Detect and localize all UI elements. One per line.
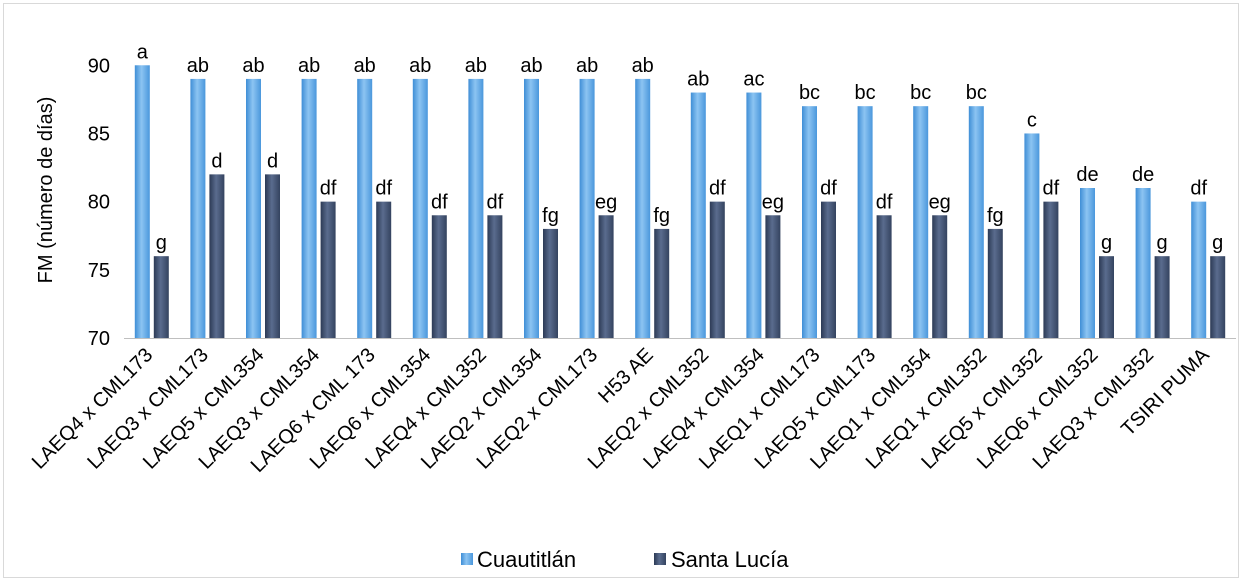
significance-label: df xyxy=(375,178,392,200)
bar-cuautitlan xyxy=(1080,188,1095,338)
significance-label: g xyxy=(1212,232,1223,254)
significance-label: df xyxy=(1190,178,1207,200)
significance-label: ab xyxy=(354,55,376,77)
y-axis-title: FM (número de días) xyxy=(35,97,57,284)
bar-cuautitlan xyxy=(246,78,261,338)
bar-santa-lucia xyxy=(1099,256,1114,338)
y-tick-label: 90 xyxy=(88,55,110,77)
significance-label: ac xyxy=(743,69,764,91)
significance-label: fg xyxy=(987,205,1004,227)
bar-cuautitlan xyxy=(913,106,929,338)
bar-cuautitlan xyxy=(357,78,373,338)
significance-label: d xyxy=(267,150,278,172)
legend-swatch-santa-lucia xyxy=(654,553,666,565)
bar-santa-lucia xyxy=(209,174,225,338)
legend-label-cuautitlan: Cuautitlán xyxy=(477,547,576,572)
significance-label: ab xyxy=(187,55,209,77)
significance-label: eg xyxy=(929,191,951,213)
significance-label: ab xyxy=(520,55,542,77)
bar-cuautitlan xyxy=(1024,133,1040,338)
bar-santa-lucia xyxy=(320,201,336,338)
significance-label: ab xyxy=(298,55,320,77)
significance-label: bc xyxy=(855,82,876,104)
significance-label: ab xyxy=(409,55,431,77)
bar-cuautitlan xyxy=(802,106,817,338)
significance-label: ab xyxy=(465,55,487,77)
bars xyxy=(134,65,1226,338)
significance-label: de xyxy=(1132,164,1154,186)
significance-label: ab xyxy=(576,55,598,77)
significance-label: df xyxy=(1043,178,1060,200)
bar-cuautitlan xyxy=(635,78,651,338)
legend-swatch-cuautitlan xyxy=(461,553,473,565)
significance-label: g xyxy=(1101,232,1112,254)
bar-santa-lucia xyxy=(1210,256,1226,338)
significance-label: df xyxy=(487,191,504,213)
legend: Cuautitlán Santa Lucía xyxy=(461,547,789,572)
bar-cuautitlan xyxy=(190,78,206,338)
significance-label: df xyxy=(709,178,726,200)
bar-santa-lucia xyxy=(876,215,892,338)
significance-label: g xyxy=(156,232,167,254)
significance-label: ab xyxy=(687,69,709,91)
significance-label: a xyxy=(137,41,149,63)
y-axis-title-group: FM (número de días) xyxy=(35,97,57,284)
bar-cuautitlan xyxy=(524,78,539,338)
bar-santa-lucia xyxy=(987,228,1003,338)
bar-cuautitlan xyxy=(134,65,150,338)
bar-santa-lucia xyxy=(932,215,948,338)
bar-santa-lucia xyxy=(1043,201,1059,338)
bar-cuautitlan xyxy=(301,78,317,338)
significance-label: bc xyxy=(799,82,820,104)
bar-santa-lucia xyxy=(765,215,781,338)
chart-frame: FM (número de días) 70 75 80 85 90 a g ab d ab d a… xyxy=(3,3,1239,578)
bar-cuautitlan xyxy=(1135,188,1151,338)
bar-santa-lucia xyxy=(431,215,447,338)
bar-santa-lucia xyxy=(265,174,280,338)
bar-santa-lucia xyxy=(153,256,169,338)
significance-label: c xyxy=(1027,109,1037,131)
y-axis-ticks: 70 75 80 85 90 xyxy=(88,55,110,350)
significance-labels: a g ab d ab d ab df ab df ab df ab df ab fg ab eg ab fg ab df… xyxy=(137,41,1224,254)
bar-santa-lucia xyxy=(709,201,725,338)
legend-label-santa-lucia: Santa Lucía xyxy=(671,547,789,572)
significance-label: d xyxy=(211,150,222,172)
significance-label: fg xyxy=(542,205,559,227)
bar-cuautitlan xyxy=(1191,201,1207,338)
bar-cuautitlan xyxy=(857,106,873,338)
significance-label: ab xyxy=(242,55,264,77)
bar-cuautitlan xyxy=(468,78,484,338)
significance-label: fg xyxy=(653,205,670,227)
bar-cuautitlan xyxy=(579,78,595,338)
bar-santa-lucia xyxy=(376,201,392,338)
y-tick-label: 75 xyxy=(88,260,110,282)
bar-santa-lucia xyxy=(598,215,614,338)
significance-label: bc xyxy=(910,82,931,104)
y-tick-label: 85 xyxy=(88,123,110,145)
bar-santa-lucia xyxy=(654,228,670,338)
bar-santa-lucia xyxy=(1154,256,1170,338)
bar-santa-lucia xyxy=(487,215,503,338)
y-tick-label: 80 xyxy=(88,192,110,214)
significance-label: de xyxy=(1076,164,1098,186)
bar-cuautitlan xyxy=(968,106,984,338)
bar-cuautitlan xyxy=(746,92,762,338)
significance-label: bc xyxy=(966,82,987,104)
significance-label: eg xyxy=(762,191,784,213)
bar-cuautitlan xyxy=(412,78,428,338)
bar-santa-lucia xyxy=(821,201,836,338)
significance-label: df xyxy=(320,178,337,200)
significance-label: ab xyxy=(632,55,654,77)
bar-santa-lucia xyxy=(543,228,558,338)
significance-label: df xyxy=(431,191,448,213)
significance-label: df xyxy=(820,178,837,200)
significance-label: df xyxy=(876,191,893,213)
bar-cuautitlan xyxy=(690,92,706,338)
significance-label: g xyxy=(1157,232,1168,254)
significance-label: eg xyxy=(595,191,617,213)
y-tick-label: 70 xyxy=(88,328,110,350)
